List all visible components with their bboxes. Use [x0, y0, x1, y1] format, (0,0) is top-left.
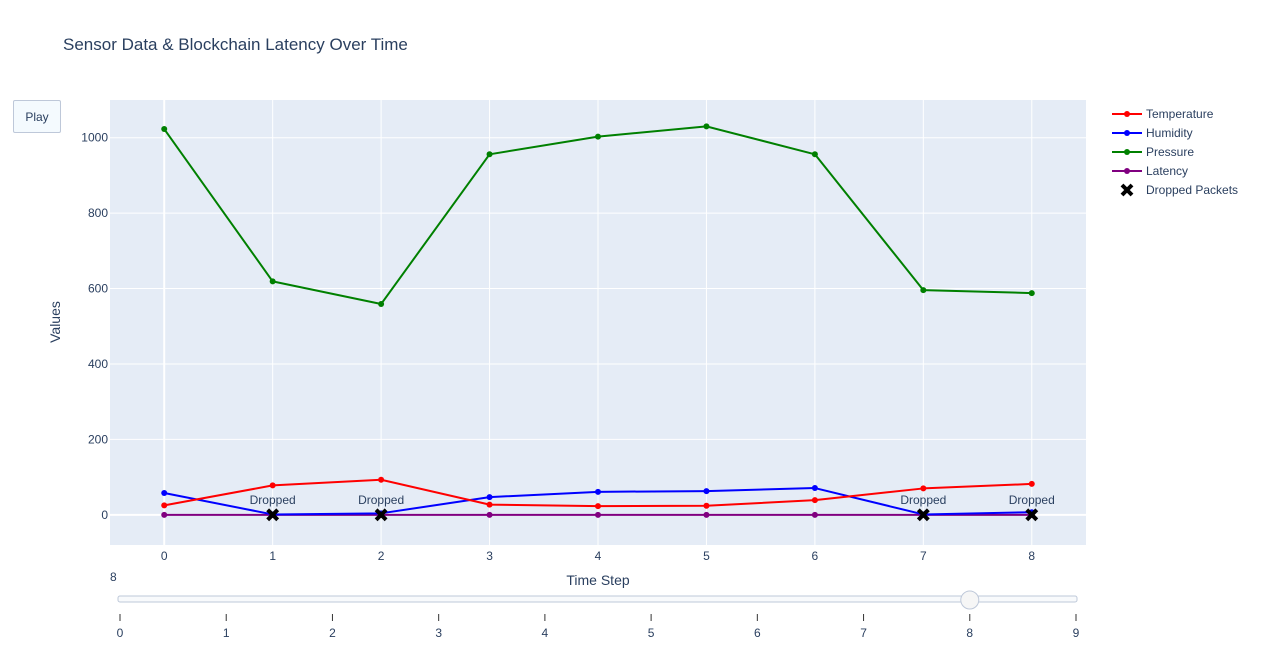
legend-label: Humidity — [1146, 126, 1193, 140]
x-tick-label: 8 — [1028, 549, 1035, 563]
dropped-annotation: Dropped — [358, 493, 404, 507]
x-tick-label: 6 — [812, 549, 819, 563]
y-tick-label: 1000 — [81, 131, 108, 145]
slider-tick-label: 2 — [329, 626, 336, 640]
series-temperature — [161, 476, 1035, 510]
data-point-temperature — [1028, 480, 1035, 487]
y-tick-label: 0 — [101, 508, 108, 522]
y-tick-label: 800 — [88, 206, 108, 220]
data-point-humidity — [486, 494, 493, 501]
data-point-pressure — [811, 151, 818, 158]
data-point-temperature — [920, 485, 927, 492]
x-tick-label: 4 — [595, 549, 602, 563]
data-point-temperature — [595, 503, 601, 510]
data-point-temperature — [161, 502, 168, 509]
dropped-packet-marker — [266, 508, 280, 522]
legend-item-dropped-packets[interactable]: Dropped Packets — [1120, 183, 1238, 197]
chart-title: Sensor Data & Blockchain Latency Over Ti… — [63, 35, 408, 54]
x-tick-label: 3 — [486, 549, 493, 563]
dropped-packets-layer: Dropped Dropped Dropped Dropped — [250, 493, 1055, 522]
slider-tick-label: 6 — [754, 626, 761, 640]
legend-swatch-marker — [1124, 111, 1130, 117]
data-point-latency — [595, 511, 601, 518]
y-tick-label: 400 — [88, 357, 108, 371]
dropped-annotation: Dropped — [1009, 493, 1055, 507]
legend-item-humidity[interactable]: Humidity — [1112, 126, 1193, 140]
legend-swatch-marker — [1124, 149, 1130, 155]
x-tick-label: 5 — [703, 549, 710, 563]
data-point-pressure — [161, 126, 168, 133]
y-tick-label: 600 — [88, 282, 108, 296]
data-point-humidity — [811, 485, 818, 492]
data-point-humidity — [595, 488, 601, 495]
series-pressure — [161, 123, 1035, 308]
y-axis-title: Values — [47, 301, 63, 343]
dropped-packet-marker — [1025, 508, 1039, 522]
data-point-temperature — [378, 476, 385, 483]
slider-tick-label: 4 — [542, 626, 549, 640]
data-point-pressure — [595, 133, 601, 140]
x-tick-label: 0 — [161, 549, 168, 563]
legend-item-latency[interactable]: Latency — [1112, 164, 1188, 178]
y-tick-labels: 0 200 400 600 800 1000 — [81, 131, 108, 522]
data-point-temperature — [703, 502, 710, 509]
legend-swatch-x — [1120, 183, 1134, 197]
legend[interactable]: Temperature Humidity Pressure Latency Droppe… — [1112, 107, 1238, 197]
slider-tick-label: 9 — [1073, 626, 1080, 640]
data-point-latency — [703, 511, 710, 518]
data-point-temperature — [811, 497, 818, 504]
slider-tick-label: 5 — [648, 626, 655, 640]
slider-tick-label: 7 — [860, 626, 867, 640]
legend-swatch-marker — [1124, 130, 1130, 136]
slider-tick-label: 8 — [966, 626, 973, 640]
data-point-latency — [486, 511, 493, 518]
data-point-humidity — [703, 488, 710, 495]
data-point-latency — [161, 511, 168, 518]
legend-item-pressure[interactable]: Pressure — [1112, 145, 1194, 159]
data-point-pressure — [1028, 290, 1035, 297]
x-axis-title: Time Step — [566, 572, 629, 588]
x-tick-labels: 0 1 2 3 4 5 6 7 8 — [161, 549, 1036, 563]
data-point-pressure — [703, 123, 710, 130]
legend-item-temperature[interactable]: Temperature — [1112, 107, 1214, 121]
data-point-pressure — [486, 151, 493, 158]
data-point-humidity — [161, 489, 168, 496]
legend-label: Pressure — [1146, 145, 1194, 159]
dropped-annotation: Dropped — [250, 493, 296, 507]
dropped-packet-marker — [916, 508, 930, 522]
slider-handle[interactable] — [960, 590, 980, 610]
slider-tick-label: 0 — [117, 626, 124, 640]
data-point-pressure — [920, 287, 927, 294]
data-point-pressure — [378, 301, 385, 308]
legend-label: Latency — [1146, 164, 1188, 178]
play-button[interactable]: Play — [13, 100, 61, 133]
legend-label: Temperature — [1146, 107, 1214, 121]
y-tick-label: 200 — [88, 432, 108, 446]
x-tick-label: 7 — [920, 549, 927, 563]
x-tick-label: 1 — [269, 549, 276, 563]
slider-current-value: 8 — [110, 570, 117, 584]
slider-rail[interactable] — [117, 595, 1078, 603]
legend-label: Dropped Packets — [1146, 183, 1238, 197]
dropped-packet-marker — [374, 508, 388, 522]
x-tick-label: 2 — [378, 549, 385, 563]
data-point-latency — [811, 511, 818, 518]
slider-tick-label: 1 — [223, 626, 230, 640]
dropped-annotation: Dropped — [900, 493, 946, 507]
slider-ticks: 0 1 2 3 4 5 6 7 8 9 — [117, 614, 1080, 640]
slider-tick-label: 3 — [435, 626, 442, 640]
legend-swatch-marker — [1124, 168, 1130, 174]
data-point-temperature — [269, 482, 276, 489]
data-point-pressure — [269, 278, 276, 285]
data-point-temperature — [486, 501, 493, 508]
